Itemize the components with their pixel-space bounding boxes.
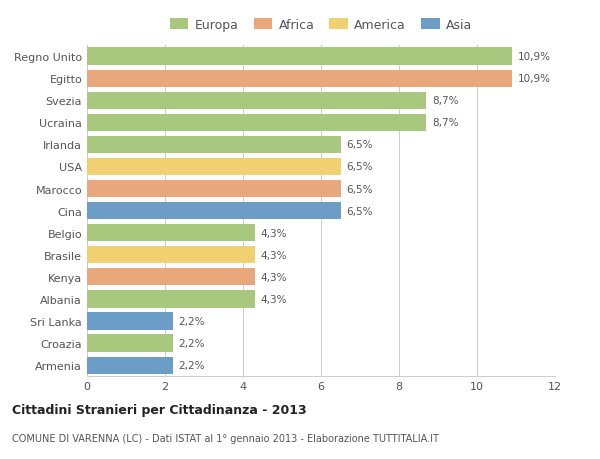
Text: 2,2%: 2,2% [179,316,205,326]
Text: 2,2%: 2,2% [179,360,205,370]
Text: 4,3%: 4,3% [260,250,287,260]
Bar [87,224,254,242]
Bar [87,313,173,330]
Text: 6,5%: 6,5% [346,184,373,194]
Bar [87,114,426,132]
Text: 4,3%: 4,3% [260,272,287,282]
Text: 10,9%: 10,9% [518,52,551,62]
Text: Cittadini Stranieri per Cittadinanza - 2013: Cittadini Stranieri per Cittadinanza - 2… [12,403,307,416]
Bar [87,202,341,220]
Bar [87,357,173,374]
Text: 8,7%: 8,7% [432,118,458,128]
Bar [87,48,512,66]
Text: 4,3%: 4,3% [260,228,287,238]
Bar [87,158,341,176]
Text: 10,9%: 10,9% [518,74,551,84]
Bar [87,291,254,308]
Text: COMUNE DI VARENNA (LC) - Dati ISTAT al 1° gennaio 2013 - Elaborazione TUTTITALIA: COMUNE DI VARENNA (LC) - Dati ISTAT al 1… [12,433,439,442]
Bar [87,246,254,264]
Text: 6,5%: 6,5% [346,162,373,172]
Bar [87,70,512,88]
Bar [87,269,254,286]
Text: 6,5%: 6,5% [346,140,373,150]
Text: 6,5%: 6,5% [346,206,373,216]
Text: 8,7%: 8,7% [432,96,458,106]
Text: 2,2%: 2,2% [179,338,205,348]
Bar [87,92,426,110]
Legend: Europa, Africa, America, Asia: Europa, Africa, America, Asia [170,19,472,32]
Bar [87,180,341,198]
Bar [87,136,341,154]
Text: 4,3%: 4,3% [260,294,287,304]
Bar [87,335,173,352]
